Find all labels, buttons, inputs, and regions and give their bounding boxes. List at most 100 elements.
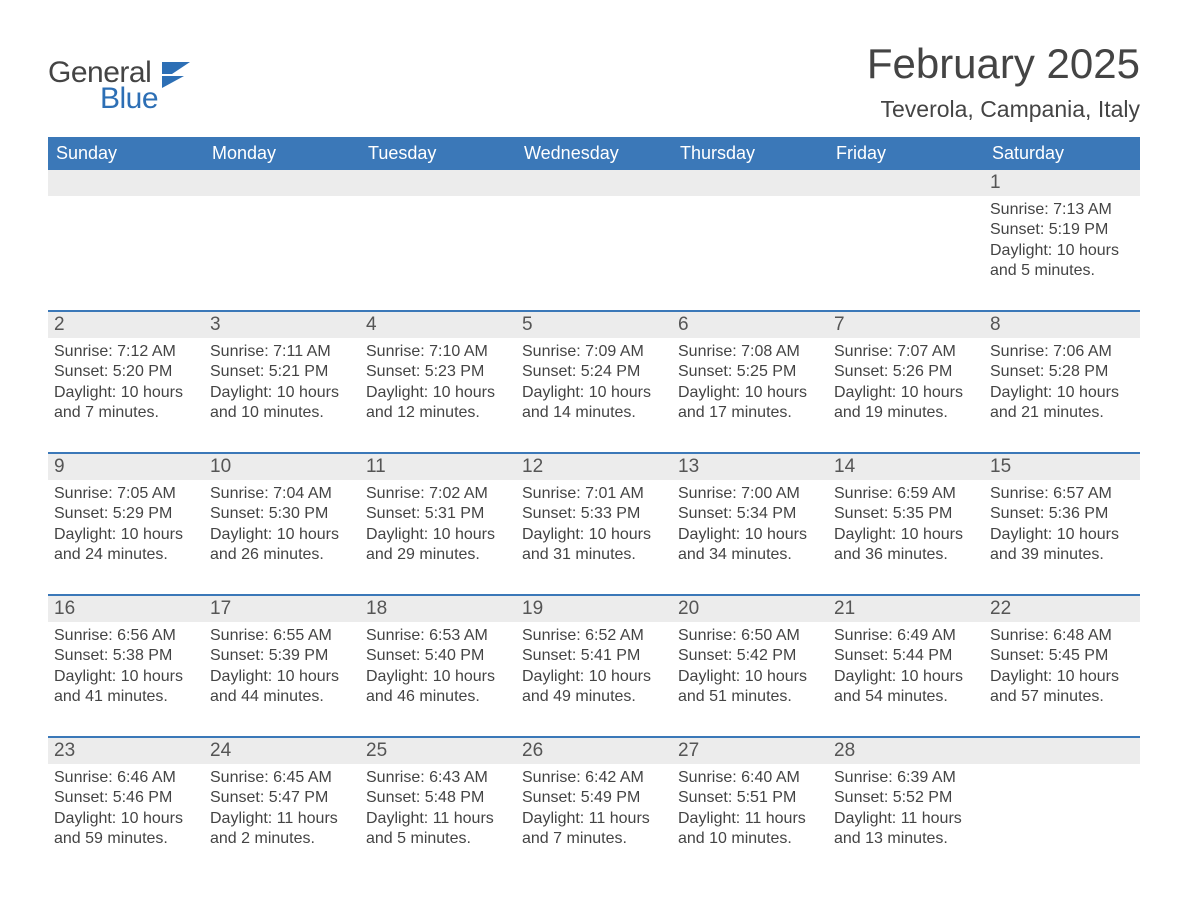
- logo-blue: Blue: [100, 84, 158, 114]
- daylight-text: Daylight: 10 hours and 17 minutes.: [678, 383, 822, 424]
- sunset-text: Sunset: 5:42 PM: [678, 646, 822, 666]
- day-details: Sunrise: 6:39 AMSunset: 5:52 PMDaylight:…: [828, 764, 984, 856]
- sunrise-text: Sunrise: 7:02 AM: [366, 484, 510, 504]
- location: Teverola, Campania, Italy: [867, 96, 1140, 123]
- sunset-text: Sunset: 5:44 PM: [834, 646, 978, 666]
- day-number: 13: [672, 454, 828, 480]
- sunrise-text: Sunrise: 6:43 AM: [366, 768, 510, 788]
- sunrise-text: Sunrise: 7:01 AM: [522, 484, 666, 504]
- daylight-text: Daylight: 10 hours and 57 minutes.: [990, 667, 1134, 708]
- day-details: Sunrise: 6:48 AMSunset: 5:45 PMDaylight:…: [984, 622, 1140, 714]
- daylight-text: Daylight: 10 hours and 59 minutes.: [54, 809, 198, 850]
- day-cell: 20Sunrise: 6:50 AMSunset: 5:42 PMDayligh…: [672, 596, 828, 716]
- sunset-text: Sunset: 5:51 PM: [678, 788, 822, 808]
- day-number: [360, 170, 516, 196]
- sunset-text: Sunset: 5:38 PM: [54, 646, 198, 666]
- day-number: 9: [48, 454, 204, 480]
- day-number: 12: [516, 454, 672, 480]
- daylight-text: Daylight: 10 hours and 31 minutes.: [522, 525, 666, 566]
- day-cell: [204, 170, 360, 290]
- day-number: 17: [204, 596, 360, 622]
- sunset-text: Sunset: 5:33 PM: [522, 504, 666, 524]
- sunrise-text: Sunrise: 6:48 AM: [990, 626, 1134, 646]
- day-details: Sunrise: 7:05 AMSunset: 5:29 PMDaylight:…: [48, 480, 204, 572]
- day-cell: 15Sunrise: 6:57 AMSunset: 5:36 PMDayligh…: [984, 454, 1140, 574]
- day-cell: 18Sunrise: 6:53 AMSunset: 5:40 PMDayligh…: [360, 596, 516, 716]
- day-cell: 12Sunrise: 7:01 AMSunset: 5:33 PMDayligh…: [516, 454, 672, 574]
- day-number: [828, 170, 984, 196]
- daylight-text: Daylight: 10 hours and 5 minutes.: [990, 241, 1134, 282]
- daylight-text: Daylight: 10 hours and 12 minutes.: [366, 383, 510, 424]
- day-number: 7: [828, 312, 984, 338]
- sunrise-text: Sunrise: 7:09 AM: [522, 342, 666, 362]
- sunset-text: Sunset: 5:49 PM: [522, 788, 666, 808]
- sunrise-text: Sunrise: 6:52 AM: [522, 626, 666, 646]
- sunrise-text: Sunrise: 7:04 AM: [210, 484, 354, 504]
- daylight-text: Daylight: 10 hours and 10 minutes.: [210, 383, 354, 424]
- sunset-text: Sunset: 5:20 PM: [54, 362, 198, 382]
- day-number: 22: [984, 596, 1140, 622]
- weeks-container: 1Sunrise: 7:13 AMSunset: 5:19 PMDaylight…: [48, 170, 1140, 858]
- daylight-text: Daylight: 10 hours and 54 minutes.: [834, 667, 978, 708]
- daylight-text: Daylight: 10 hours and 44 minutes.: [210, 667, 354, 708]
- day-number: 28: [828, 738, 984, 764]
- sunrise-text: Sunrise: 6:53 AM: [366, 626, 510, 646]
- sunset-text: Sunset: 5:34 PM: [678, 504, 822, 524]
- day-number: [984, 738, 1140, 764]
- day-cell: 24Sunrise: 6:45 AMSunset: 5:47 PMDayligh…: [204, 738, 360, 858]
- daylight-text: Daylight: 11 hours and 7 minutes.: [522, 809, 666, 850]
- day-cell: 7Sunrise: 7:07 AMSunset: 5:26 PMDaylight…: [828, 312, 984, 432]
- day-details: Sunrise: 7:11 AMSunset: 5:21 PMDaylight:…: [204, 338, 360, 430]
- day-details: Sunrise: 6:49 AMSunset: 5:44 PMDaylight:…: [828, 622, 984, 714]
- weekday-header: Sunday Monday Tuesday Wednesday Thursday…: [48, 137, 1140, 170]
- day-details: Sunrise: 7:04 AMSunset: 5:30 PMDaylight:…: [204, 480, 360, 572]
- day-details: Sunrise: 6:42 AMSunset: 5:49 PMDaylight:…: [516, 764, 672, 856]
- sunset-text: Sunset: 5:40 PM: [366, 646, 510, 666]
- day-number: 10: [204, 454, 360, 480]
- sunrise-text: Sunrise: 7:08 AM: [678, 342, 822, 362]
- day-number: 6: [672, 312, 828, 338]
- sunrise-text: Sunrise: 7:05 AM: [54, 484, 198, 504]
- day-details: Sunrise: 6:57 AMSunset: 5:36 PMDaylight:…: [984, 480, 1140, 572]
- day-cell: [672, 170, 828, 290]
- day-number: [48, 170, 204, 196]
- day-details: Sunrise: 6:55 AMSunset: 5:39 PMDaylight:…: [204, 622, 360, 714]
- sunset-text: Sunset: 5:41 PM: [522, 646, 666, 666]
- sunset-text: Sunset: 5:46 PM: [54, 788, 198, 808]
- daylight-text: Daylight: 10 hours and 24 minutes.: [54, 525, 198, 566]
- week-row: 23Sunrise: 6:46 AMSunset: 5:46 PMDayligh…: [48, 736, 1140, 858]
- sunset-text: Sunset: 5:30 PM: [210, 504, 354, 524]
- day-number: 27: [672, 738, 828, 764]
- day-number: 11: [360, 454, 516, 480]
- day-number: 21: [828, 596, 984, 622]
- logo-text: General Blue: [48, 58, 158, 114]
- logo: General Blue: [48, 58, 196, 114]
- day-details: Sunrise: 6:52 AMSunset: 5:41 PMDaylight:…: [516, 622, 672, 714]
- day-details: Sunrise: 6:59 AMSunset: 5:35 PMDaylight:…: [828, 480, 984, 572]
- day-details: Sunrise: 6:43 AMSunset: 5:48 PMDaylight:…: [360, 764, 516, 856]
- daylight-text: Daylight: 10 hours and 36 minutes.: [834, 525, 978, 566]
- sunset-text: Sunset: 5:52 PM: [834, 788, 978, 808]
- day-number: 16: [48, 596, 204, 622]
- daylight-text: Daylight: 10 hours and 46 minutes.: [366, 667, 510, 708]
- day-cell: 1Sunrise: 7:13 AMSunset: 5:19 PMDaylight…: [984, 170, 1140, 290]
- day-cell: 8Sunrise: 7:06 AMSunset: 5:28 PMDaylight…: [984, 312, 1140, 432]
- day-cell: 25Sunrise: 6:43 AMSunset: 5:48 PMDayligh…: [360, 738, 516, 858]
- week-row: 1Sunrise: 7:13 AMSunset: 5:19 PMDaylight…: [48, 170, 1140, 290]
- weekday-label: Monday: [204, 137, 360, 170]
- daylight-text: Daylight: 11 hours and 13 minutes.: [834, 809, 978, 850]
- day-number: 3: [204, 312, 360, 338]
- day-cell: 21Sunrise: 6:49 AMSunset: 5:44 PMDayligh…: [828, 596, 984, 716]
- sunrise-text: Sunrise: 6:45 AM: [210, 768, 354, 788]
- week-row: 2Sunrise: 7:12 AMSunset: 5:20 PMDaylight…: [48, 310, 1140, 432]
- day-number: 15: [984, 454, 1140, 480]
- day-cell: 27Sunrise: 6:40 AMSunset: 5:51 PMDayligh…: [672, 738, 828, 858]
- day-details: Sunrise: 7:01 AMSunset: 5:33 PMDaylight:…: [516, 480, 672, 572]
- day-number: 23: [48, 738, 204, 764]
- sunset-text: Sunset: 5:23 PM: [366, 362, 510, 382]
- daylight-text: Daylight: 10 hours and 51 minutes.: [678, 667, 822, 708]
- sunrise-text: Sunrise: 6:46 AM: [54, 768, 198, 788]
- daylight-text: Daylight: 10 hours and 41 minutes.: [54, 667, 198, 708]
- sunset-text: Sunset: 5:21 PM: [210, 362, 354, 382]
- day-cell: 19Sunrise: 6:52 AMSunset: 5:41 PMDayligh…: [516, 596, 672, 716]
